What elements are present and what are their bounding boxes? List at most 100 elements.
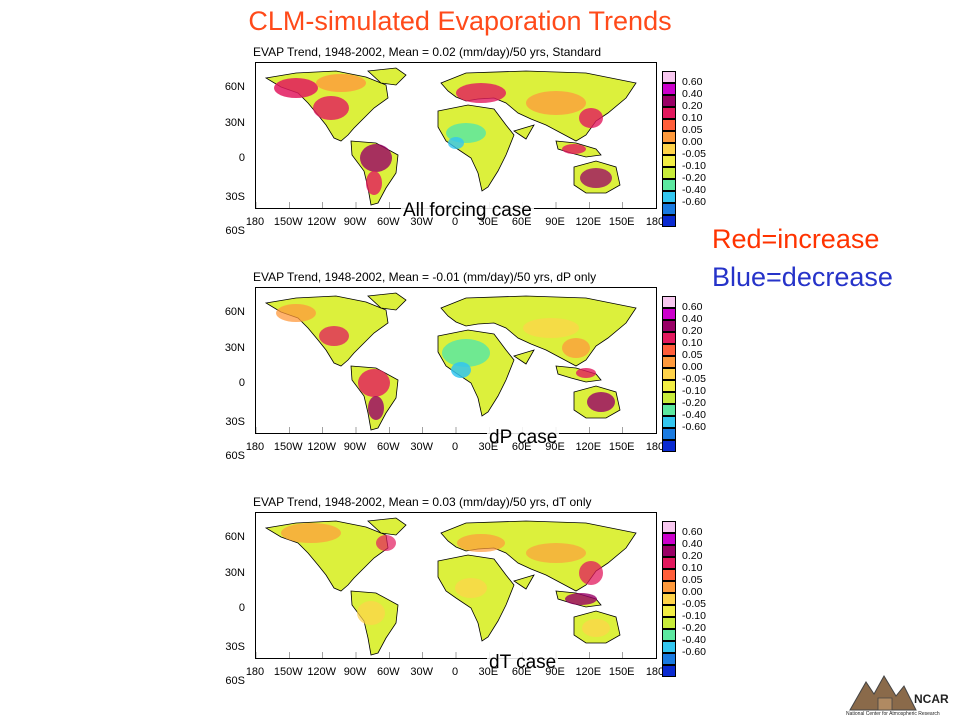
colorbar-label: 0.20 <box>682 100 703 112</box>
x-label-60e: 60E <box>511 216 532 228</box>
y-label-30n: 30N <box>224 567 245 579</box>
x-label-150e: 150E <box>608 441 635 453</box>
colorbar-label: -0.40 <box>682 634 706 646</box>
colorbar-swatch <box>662 665 676 677</box>
x-label-180w: 180 <box>245 441 265 453</box>
ncar-logo: NCAR National Center for Atmospheric Res… <box>842 670 954 718</box>
colorbar-swatch <box>662 215 676 227</box>
x-label-30e: 30E <box>478 441 499 453</box>
x-label-180w: 180 <box>245 216 265 228</box>
x-label-30w: 30W <box>410 216 433 228</box>
colorbar-swatch <box>662 380 676 392</box>
colorbar-swatch <box>662 629 676 641</box>
x-label-90e: 90E <box>545 666 565 678</box>
x-label-90e: 90E <box>545 441 565 453</box>
colorbar-swatch <box>662 593 676 605</box>
colorbar-swatch <box>662 155 676 167</box>
colorbar-swatch <box>662 368 676 380</box>
colorbar-label: 0.60 <box>682 76 703 88</box>
legend-note-decrease: Blue=decrease <box>712 262 893 292</box>
y-label-60s: 60S <box>225 675 245 687</box>
x-label-180e: 180 <box>645 441 665 453</box>
x-label-60w: 60W <box>376 441 400 453</box>
x-label-30w: 30W <box>410 441 433 453</box>
evap-trend-map <box>255 512 657 659</box>
x-label-30w: 30W <box>410 666 433 678</box>
colorbar-swatch <box>662 71 676 83</box>
colorbar-swatch <box>662 404 676 416</box>
colorbar-label: 0.20 <box>682 325 703 337</box>
trend-shading <box>276 304 615 420</box>
slide-title: CLM-simulated Evaporation Trends <box>248 6 672 36</box>
colorbar-swatch <box>662 83 676 95</box>
x-label-180e: 180 <box>645 216 665 228</box>
x-label-60w: 60W <box>376 666 400 678</box>
panel-title: EVAP Trend, 1948-2002, Mean = -0.01 (mm/… <box>253 270 597 284</box>
colorbar-swatch <box>662 440 676 452</box>
x-label-90w: 90W <box>343 216 367 228</box>
x-label-30e: 30E <box>478 216 499 228</box>
colorbar-label: 0.05 <box>682 574 703 586</box>
colorbar-label: -0.05 <box>682 148 706 160</box>
colorbar-label: -0.60 <box>682 196 706 208</box>
x-label-120w: 120W <box>307 441 337 453</box>
x-label-150w: 150W <box>273 441 303 453</box>
colorbar-label: -0.20 <box>682 397 706 409</box>
x-label-60e: 60E <box>511 441 532 453</box>
evap-trend-map <box>255 62 657 209</box>
colorbar-label: 0.10 <box>682 337 703 349</box>
colorbar-swatch <box>662 521 676 533</box>
colorbar-swatch <box>662 605 676 617</box>
x-label-120w: 120W <box>307 666 337 678</box>
y-label-60n: 60N <box>224 81 245 93</box>
panel-title: EVAP Trend, 1948-2002, Mean = 0.03 (mm/d… <box>253 495 592 509</box>
colorbar-swatch <box>662 167 676 179</box>
trend-shading <box>281 523 610 637</box>
colorbar-label: -0.60 <box>682 421 706 433</box>
colorbar-swatch <box>662 617 676 629</box>
colorbar-swatch <box>662 119 676 131</box>
colorbar-swatch <box>662 320 676 332</box>
colorbar-swatch <box>662 581 676 593</box>
x-label-180w: 180 <box>245 666 265 678</box>
map-panel-all-forcing: EVAP Trend, 1948-2002, Mean = 0.02 (mm/d… <box>215 45 706 250</box>
y-label-eq: 0 <box>238 377 245 389</box>
colorbar-swatch <box>662 308 676 320</box>
x-label-120e: 120E <box>575 666 602 678</box>
x-label-120e: 120E <box>575 216 602 228</box>
x-label-0: 0 <box>451 216 459 228</box>
x-label-60w: 60W <box>376 216 400 228</box>
colorbar-label: -0.40 <box>682 409 706 421</box>
colorbar-label: 0.40 <box>682 88 703 100</box>
x-label-150e: 150E <box>608 216 635 228</box>
colorbar-swatch <box>662 428 676 440</box>
x-label-90w: 90W <box>343 666 367 678</box>
map-panel-dt: EVAP Trend, 1948-2002, Mean = 0.03 (mm/d… <box>215 495 706 700</box>
y-label-30s: 30S <box>225 416 245 428</box>
x-label-150w: 150W <box>273 216 303 228</box>
x-label-150w: 150W <box>273 666 303 678</box>
colorbar-swatch <box>662 332 676 344</box>
colorbar-label: -0.05 <box>682 598 706 610</box>
colorbar-label: -0.05 <box>682 373 706 385</box>
y-label-60n: 60N <box>224 531 245 543</box>
y-label-eq: 0 <box>238 152 245 164</box>
colorbar-label: -0.10 <box>682 385 706 397</box>
case-label: All forcing case <box>401 200 534 222</box>
x-label-60e: 60E <box>511 666 532 678</box>
colorbar-swatch <box>662 545 676 557</box>
colorbar-swatch <box>662 191 676 203</box>
colorbar-swatch <box>662 131 676 143</box>
colorbar-label: -0.60 <box>682 646 706 658</box>
case-label: dT case <box>487 652 559 674</box>
x-label-90e: 90E <box>545 216 565 228</box>
colorbar-label: 0.05 <box>682 124 703 136</box>
trend-shading <box>274 74 612 195</box>
colorbar-label: 0.20 <box>682 550 703 562</box>
colorbar-label: 0.60 <box>682 526 703 538</box>
map-panel-dp: EVAP Trend, 1948-2002, Mean = -0.01 (mm/… <box>215 270 706 475</box>
evap-trend-map <box>255 287 657 434</box>
logo-subtitle: National Center for Atmospheric Research <box>846 711 940 717</box>
colorbar-label: 0.10 <box>682 562 703 574</box>
y-label-30s: 30S <box>225 191 245 203</box>
